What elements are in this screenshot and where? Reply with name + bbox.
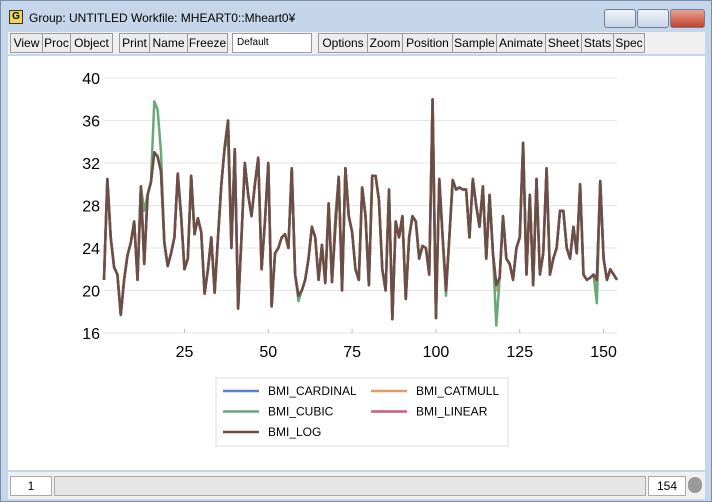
toolbar-button[interactable]: Sample	[452, 33, 497, 53]
legend-label: BMI_LOG	[268, 425, 321, 439]
maximize-button[interactable]	[637, 9, 669, 28]
toolbar-button[interactable]: Sheet	[545, 33, 582, 53]
scrollbar[interactable]	[54, 476, 646, 496]
window-title: Group: UNTITLED	[29, 11, 128, 25]
toolbar-button[interactable]: Name	[149, 33, 188, 53]
y-tick-label: 32	[82, 156, 100, 173]
y-tick-label: 24	[82, 241, 100, 258]
x-tick-label: 125	[506, 344, 533, 361]
toolbar-button[interactable]: Stats	[581, 33, 614, 53]
toolbar-button[interactable]: Spec	[613, 33, 645, 53]
y-tick-label: 16	[82, 326, 100, 343]
start-field[interactable]: 1	[10, 476, 52, 496]
close-button[interactable]	[670, 9, 705, 28]
plot-area: 16 20 24 28 32 36 40 25 50 75 100 125 150 BMI_CARDINA…	[8, 56, 705, 470]
app-icon: G	[9, 10, 23, 24]
x-tick-label: 100	[423, 344, 450, 361]
y-tick-label: 20	[82, 284, 100, 301]
minimize-button[interactable]	[604, 9, 636, 28]
legend-label: BMI_CATMULL	[416, 384, 499, 398]
toolbar-button[interactable]: Zoom	[367, 33, 403, 53]
legend-box	[215, 377, 509, 447]
chart: 16 20 24 28 32 36 40 25 50 75 100 125 150 BMI_CARDINA…	[82, 71, 619, 447]
x-tick-label: 25	[176, 344, 194, 361]
toolbar-button[interactable]: Options	[318, 33, 368, 53]
title-bar: G Group: UNTITLED Workfile: MHEART0::Mhe…	[1, 1, 711, 29]
end-field[interactable]: 154	[648, 476, 686, 496]
x-tick-label: 50	[259, 344, 277, 361]
x-tick-label: 150	[590, 344, 617, 361]
y-tick-label: 40	[82, 71, 100, 88]
y-tick-label: 36	[82, 114, 100, 131]
settings-button[interactable]	[688, 477, 702, 493]
y-tick-label: 28	[82, 199, 100, 216]
toolbar-button[interactable]: Print	[119, 33, 150, 53]
toolbar-button[interactable]: Freeze	[187, 33, 228, 53]
dropdown[interactable]: Default	[232, 33, 312, 53]
status-bar: 1 154	[8, 472, 705, 499]
x-tick-label: 75	[343, 344, 361, 361]
toolbar-button[interactable]: Animate	[496, 33, 546, 53]
legend-label: BMI_LINEAR	[416, 405, 488, 419]
series-line	[102, 98, 619, 321]
toolbar-button[interactable]: View	[10, 33, 43, 53]
workfile-label: Workfile: MHEART0::Mheart0¥	[131, 11, 296, 25]
legend-label: BMI_CUBIC	[268, 405, 334, 419]
toolbar: View Proc Object Print Name Freeze Default Opti…	[8, 32, 705, 54]
toolbar-button[interactable]: Object	[70, 33, 113, 53]
toolbar-button[interactable]: Position	[402, 33, 453, 53]
legend-label: BMI_CARDINAL	[268, 384, 357, 398]
toolbar-button[interactable]: Proc	[42, 33, 71, 53]
